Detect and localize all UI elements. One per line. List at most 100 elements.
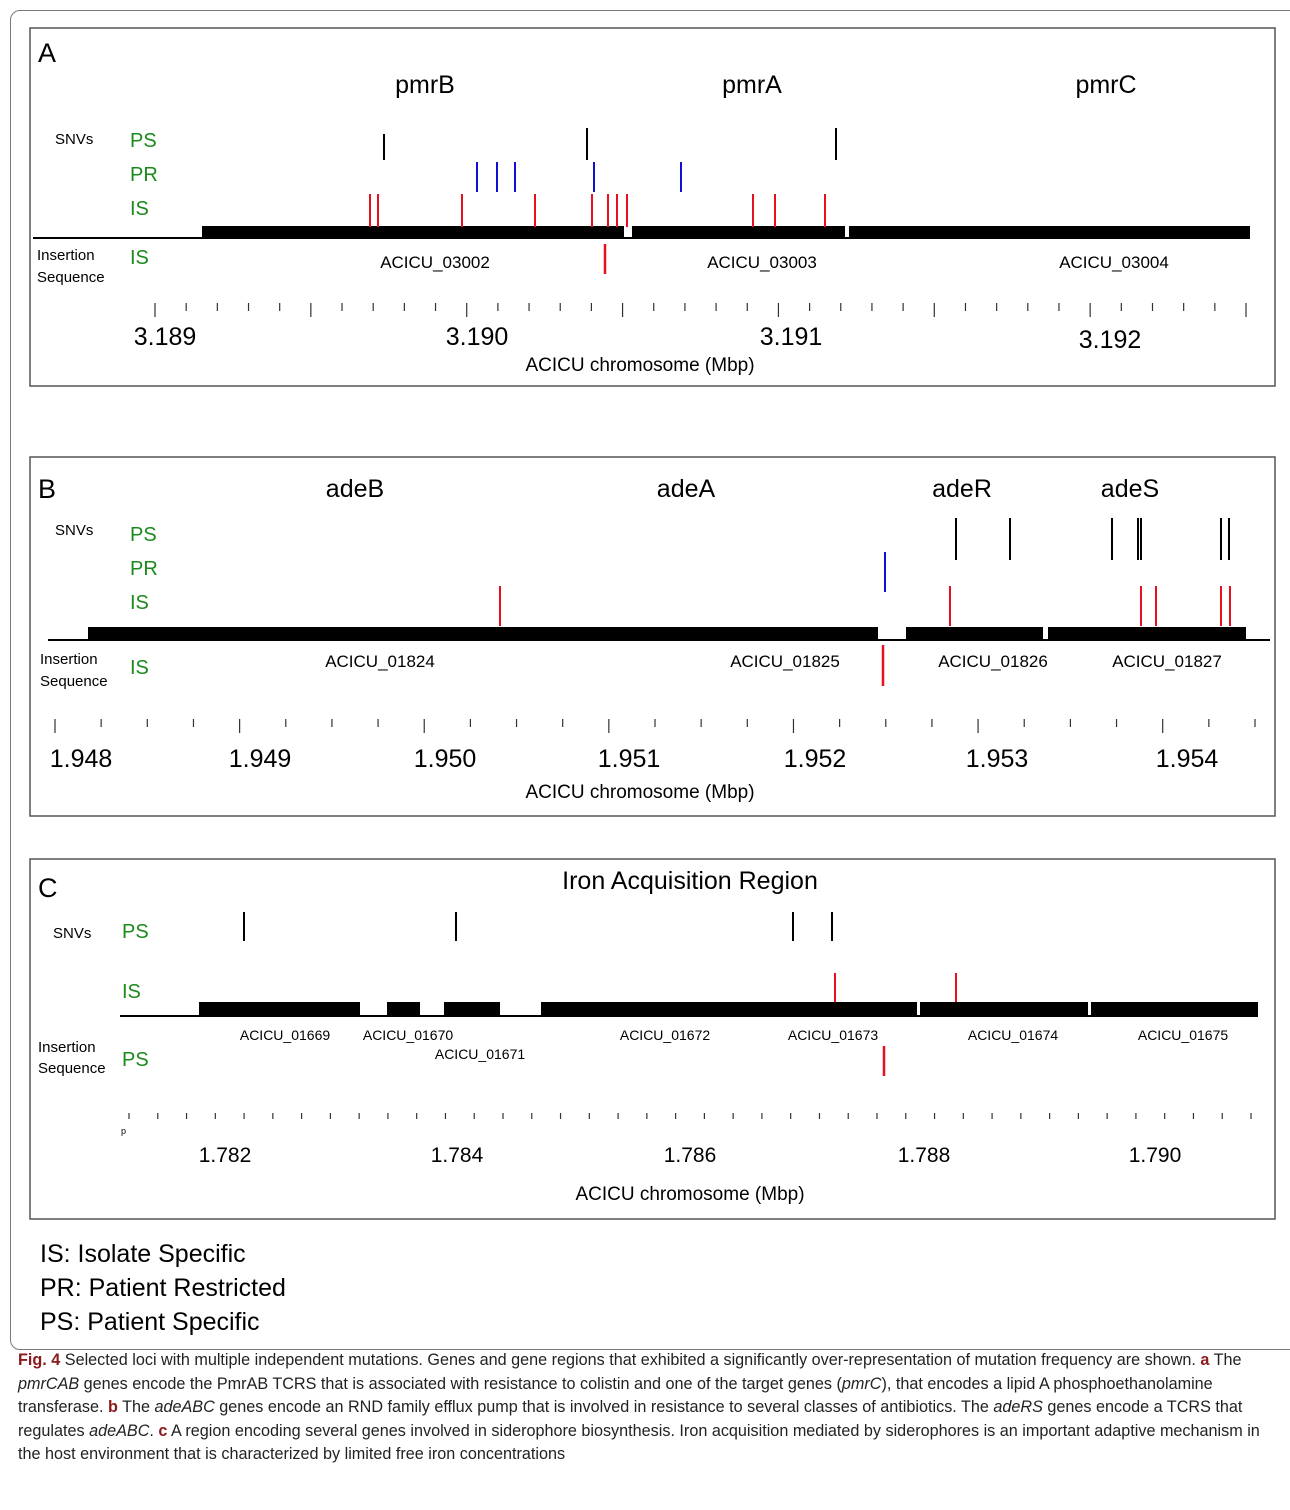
gene-bar	[920, 1002, 1088, 1016]
snvs-label: SNVs	[53, 925, 91, 942]
genome-figure: A SNVs PS PR IS Insertion Sequence IS pmrB pmrA pm…	[29, 27, 1276, 1220]
legend-patient-restricted: PR: Patient Restricted	[40, 1274, 286, 1302]
axis-tick-label: 1.950	[414, 745, 477, 773]
is-track-label: IS	[122, 981, 141, 1003]
locus-tag: ACICU_01675	[1138, 1027, 1228, 1043]
panel-a-letter: A	[38, 38, 56, 68]
gene-name: adeA	[657, 475, 716, 503]
panel-c-title: Iron Acquisition Region	[562, 867, 818, 895]
panel-c-border	[29, 858, 1276, 1220]
axis-tick-label: 1.782	[199, 1144, 252, 1167]
legend-isolate-specific: IS: Isolate Specific	[40, 1240, 246, 1268]
axis-tick-label: 1.790	[1129, 1144, 1182, 1167]
caption-intro: Selected loci with multiple independent …	[60, 1351, 1201, 1369]
figure-caption: Fig. 4 Selected loci with multiple indep…	[18, 1349, 1276, 1467]
ps-track-label: PS	[130, 524, 157, 546]
gene-bar	[1091, 1002, 1258, 1016]
locus-tag: ACICU_01824	[325, 652, 435, 671]
gene-bar	[906, 627, 1043, 641]
gene-name: adeB	[326, 475, 384, 503]
panel-b-letter: B	[38, 474, 56, 504]
gene-name: pmrA	[722, 71, 782, 99]
insertion-track-label: PS	[122, 1049, 149, 1071]
gene-bar	[541, 1002, 917, 1016]
locus-tag: ACICU_01827	[1112, 652, 1222, 671]
locus-tag: ACICU_01669	[240, 1027, 330, 1043]
caption-a-label: a	[1200, 1351, 1210, 1369]
axis-tick-label: 3.189	[134, 323, 197, 351]
locus-tag: ACICU_01671	[435, 1046, 525, 1062]
caption-b-text: .	[149, 1421, 159, 1440]
gene-bar	[88, 627, 878, 641]
gene-name: pmrB	[395, 71, 455, 99]
axis-tick-label: 1.949	[229, 745, 292, 773]
caption-c-label: c	[158, 1421, 168, 1440]
caption-b-gene: adeABC	[154, 1398, 215, 1417]
panel-c-letter: C	[38, 873, 58, 903]
axis-label: ACICU chromosome (Mbp)	[525, 782, 754, 803]
caption-a-text: ), that encodes a lipid A phosphoethanol…	[18, 1374, 1213, 1417]
sequence-label: Sequence	[38, 1060, 106, 1077]
axis-label: ACICU chromosome (Mbp)	[525, 355, 754, 376]
gene-bar	[444, 1002, 500, 1016]
locus-tag: ACICU_03002	[380, 253, 490, 272]
insertion-label: Insertion	[37, 247, 95, 264]
locus-tag: ACICU_01825	[730, 652, 840, 671]
locus-tag: ACICU_01826	[938, 652, 1048, 671]
panel-b-border	[29, 456, 1276, 817]
gene-name: adeR	[932, 475, 992, 503]
is-track-label: IS	[130, 198, 149, 220]
insertion-label: Insertion	[38, 1039, 96, 1056]
pr-track-label: PR	[130, 558, 158, 580]
gene-bar	[202, 226, 624, 238]
caption-b-text: genes encode an RND family efflux pump t…	[214, 1398, 994, 1417]
sequence-label: Sequence	[40, 673, 108, 690]
axis-tick-label: 1.788	[898, 1144, 951, 1167]
gene-bar	[1048, 627, 1246, 641]
gene-bar	[387, 1002, 420, 1016]
axis-tick-label: 3.190	[446, 323, 509, 351]
ps-track-label: PS	[130, 130, 157, 152]
axis-tick-label: 1.786	[664, 1144, 717, 1167]
axis-stray-mark: p	[121, 1126, 126, 1136]
locus-tag: ACICU_01674	[968, 1027, 1058, 1043]
legend-patient-specific: PS: Patient Specific	[40, 1308, 260, 1336]
axis-tick-label: 1.948	[50, 745, 113, 773]
gene-name: adeS	[1101, 475, 1159, 503]
caption-b-gene: adeRS	[993, 1398, 1043, 1417]
snvs-label: SNVs	[55, 522, 93, 539]
insertion-label: Insertion	[40, 651, 98, 668]
gene-name: pmrC	[1075, 71, 1136, 99]
locus-tag: ACICU_01670	[363, 1027, 453, 1043]
axis-tick-label: 1.951	[598, 745, 661, 773]
gene-bar	[632, 226, 845, 238]
ps-track-label: PS	[122, 921, 149, 943]
axis-tick-label: 1.952	[784, 745, 847, 773]
caption-a-text: The	[1209, 1351, 1242, 1369]
insertion-track-label: IS	[130, 657, 149, 679]
axis-tick-label: 1.953	[966, 745, 1029, 773]
locus-tag: ACICU_01673	[788, 1027, 878, 1043]
caption-fig-label: Fig. 4	[18, 1351, 61, 1369]
gene-bar	[199, 1002, 360, 1016]
caption-a-text: genes encode the PmrAB TCRS that is asso…	[79, 1374, 842, 1393]
locus-tag: ACICU_03003	[707, 253, 817, 272]
caption-b-label: b	[107, 1398, 118, 1417]
insertion-track-label: IS	[130, 247, 149, 269]
axis-tick-label: 3.192	[1079, 326, 1142, 354]
caption-a-gene: pmrC	[841, 1374, 882, 1393]
sequence-label: Sequence	[37, 269, 105, 286]
caption-b-text: The	[117, 1398, 155, 1417]
axis-tick-label: 3.191	[760, 323, 823, 351]
caption-b-text: genes encode a TCRS that regulates	[18, 1398, 1243, 1440]
figure-frame	[10, 10, 1290, 1350]
snvs-label: SNVs	[55, 131, 93, 148]
gene-bar	[849, 226, 1250, 238]
axis-tick-label: 1.954	[1156, 745, 1219, 773]
is-track-label: IS	[130, 592, 149, 614]
caption-b-gene: adeABC	[89, 1421, 150, 1440]
pr-track-label: PR	[130, 164, 158, 186]
locus-tag: ACICU_01672	[620, 1027, 710, 1043]
axis-tick-label: 1.784	[431, 1144, 484, 1167]
locus-tag: ACICU_03004	[1059, 253, 1169, 272]
